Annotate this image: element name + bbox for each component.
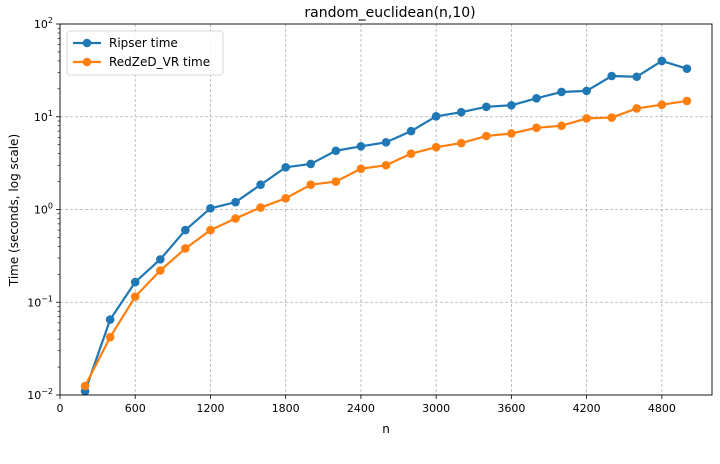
y-tick-label: 10−1: [27, 294, 53, 309]
data-point: [632, 72, 642, 82]
x-axis: 0 600 1200 1800 2400 3000 3600 4200 4800: [57, 395, 676, 415]
data-point: [306, 180, 316, 190]
data-point: [231, 197, 240, 207]
x-axis-label: n: [382, 422, 390, 436]
data-point: [682, 64, 692, 73]
grid: [60, 24, 712, 395]
data-point: [181, 244, 190, 253]
data-point: [256, 203, 265, 212]
data-point: [105, 315, 115, 324]
data-point: [582, 86, 591, 96]
data-point: [356, 164, 366, 174]
y-tick-label: 100: [34, 202, 53, 217]
data-point: [356, 142, 366, 151]
data-point: [281, 163, 290, 172]
data-point: [381, 138, 391, 147]
legend-marker: [82, 57, 92, 67]
data-point: [456, 138, 466, 148]
x-tick-label: 4200: [573, 402, 601, 415]
legend-box: [66, 30, 224, 76]
x-tick-label: 1800: [272, 402, 300, 415]
data-point: [657, 100, 667, 109]
legend: Ripser time RedZeD_VR time: [66, 30, 224, 76]
data-point: [482, 102, 491, 112]
data-point: [331, 177, 341, 186]
y-tick-label: 10−2: [27, 387, 53, 402]
data-point: [532, 94, 541, 103]
data-point: [507, 129, 516, 138]
x-tick-label: 3000: [422, 402, 450, 415]
data-point: [532, 123, 541, 133]
data-point: [206, 204, 215, 213]
data-point: [482, 131, 491, 141]
data-point: [507, 100, 516, 110]
y-axis-label: Time (seconds, log scale): [7, 134, 21, 287]
data-point: [231, 214, 240, 223]
x-tick-label: 1200: [196, 402, 224, 415]
data-point: [632, 104, 642, 113]
data-point: [582, 114, 591, 123]
x-tick-label: 600: [125, 402, 146, 415]
data-point: [607, 71, 616, 81]
data-point: [156, 266, 165, 275]
data-point: [456, 107, 466, 117]
series-line: [84, 59, 688, 392]
legend-entry: Ripser time: [109, 36, 178, 50]
y-tick-label: 101: [34, 109, 53, 124]
data-point: [682, 96, 692, 106]
data-point: [406, 126, 416, 136]
x-tick-label: 2400: [347, 402, 375, 415]
data-point: [431, 112, 441, 121]
data-point: [206, 225, 215, 235]
chart-title: random_euclidean(n,10): [304, 5, 475, 21]
y-axis: 10−2 10−1 100 101 102: [27, 16, 60, 402]
data-point: [256, 180, 265, 190]
data-point: [557, 87, 566, 97]
y-tick-label: 102: [34, 16, 53, 31]
x-tick-label: 0: [57, 402, 64, 415]
data-point: [130, 292, 140, 301]
data-point: [306, 159, 316, 169]
data-point: [130, 277, 140, 287]
data-point: [557, 121, 566, 131]
x-tick-label: 3600: [497, 402, 525, 415]
data-point: [181, 225, 190, 235]
data-point: [607, 113, 616, 122]
series-2: [80, 96, 692, 391]
series-layer: [80, 56, 692, 396]
legend-entry: RedZeD_VR time: [109, 55, 210, 69]
legend-marker: [82, 38, 92, 48]
data-point: [381, 160, 391, 170]
x-tick-label: 4800: [648, 402, 676, 415]
data-point: [80, 381, 90, 391]
data-point: [657, 56, 667, 66]
data-point: [331, 146, 341, 156]
data-point: [406, 149, 416, 158]
data-point: [431, 142, 441, 152]
data-point: [281, 194, 290, 203]
series-1: [80, 56, 692, 396]
data-point: [105, 332, 115, 342]
data-point: [156, 255, 165, 264]
